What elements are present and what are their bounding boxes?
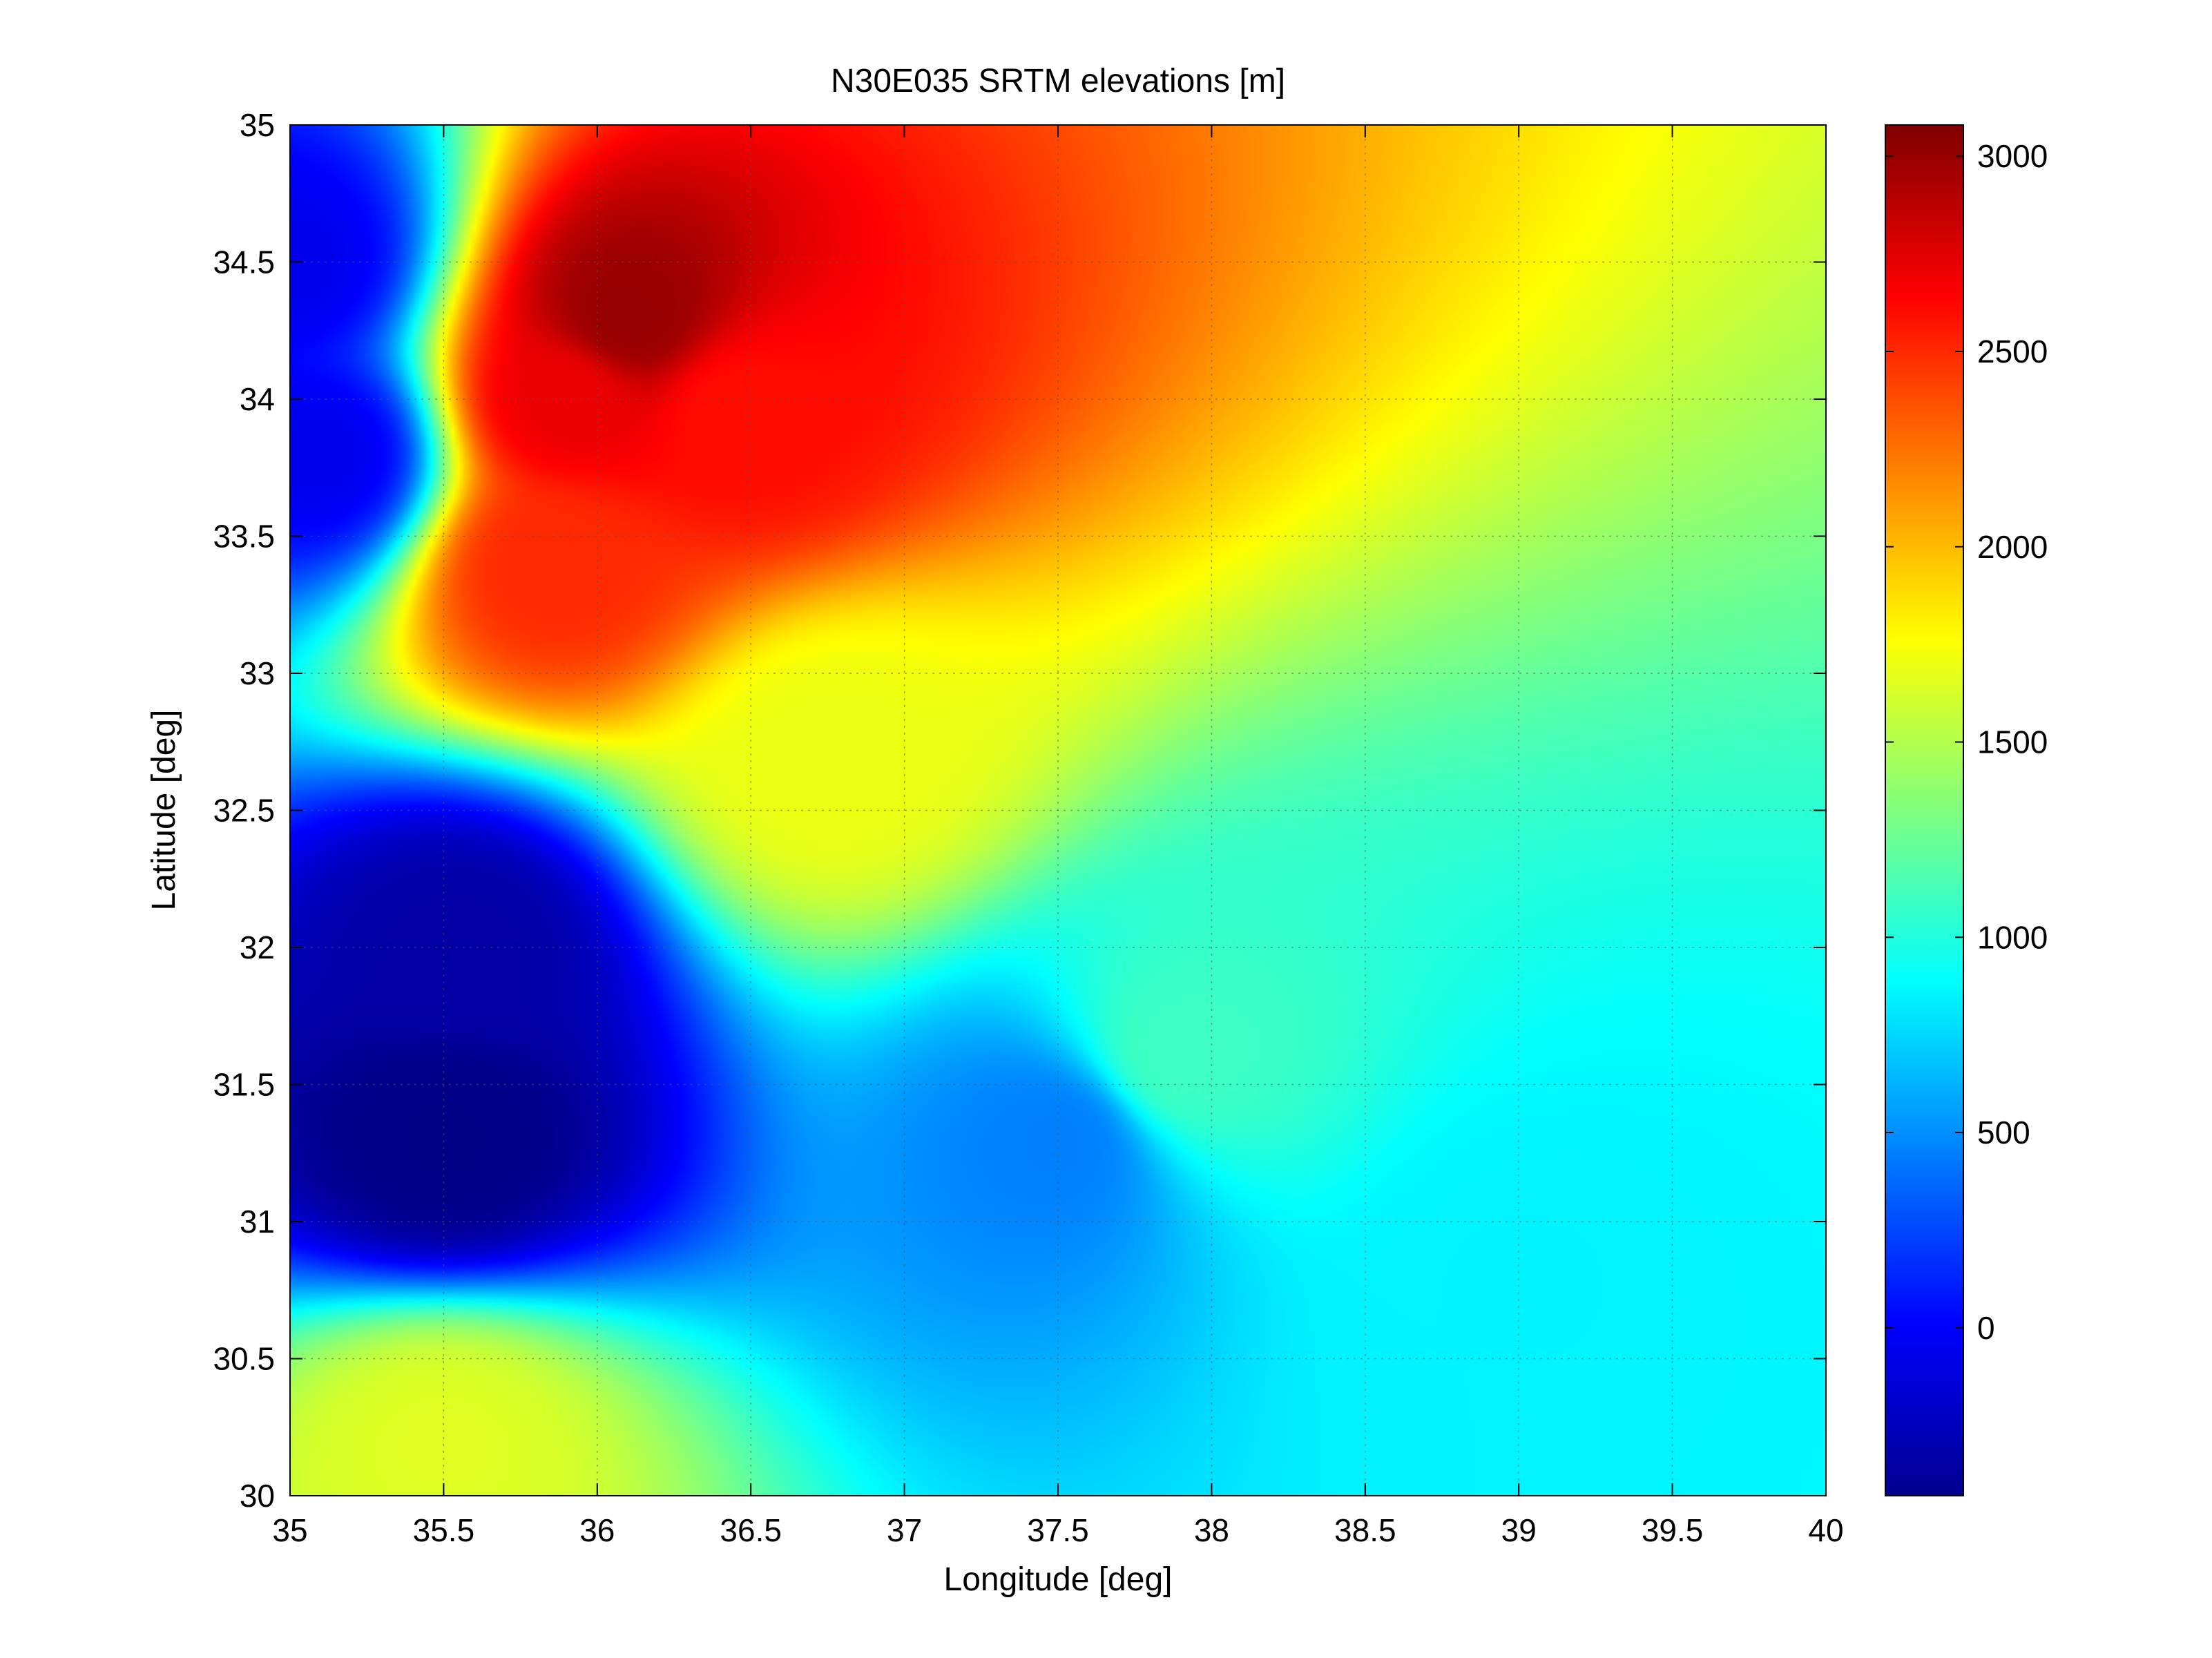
- colorbar-tick-label: 2500: [1977, 334, 2048, 369]
- x-axis: 35 35.5 36 36.5 37 37.5 38 38.5 39 39.5 40: [272, 125, 1844, 1548]
- x-tick-label: 36.5: [720, 1512, 782, 1548]
- grid: [290, 125, 1826, 1496]
- y-tick-label: 32: [240, 929, 275, 965]
- y-tick-label: 31.5: [213, 1067, 275, 1103]
- x-tick-label: 36: [579, 1512, 615, 1548]
- x-tick-label: 38: [1194, 1512, 1229, 1548]
- y-tick-label: 35: [240, 107, 275, 143]
- y-tick-label: 30.5: [213, 1341, 275, 1377]
- colorbar-tick-label: 1500: [1977, 724, 2048, 760]
- y-tick-label: 34: [240, 381, 275, 417]
- y-axis-label: Latitude [deg]: [146, 710, 182, 911]
- y-tick-label: 34.5: [213, 244, 275, 280]
- colorbar-ticks: 0 500 1000 1500 2000 2500 3000: [1885, 138, 2048, 1346]
- x-tick-label: 38.5: [1334, 1512, 1396, 1548]
- y-tick-label: 30: [240, 1478, 275, 1514]
- x-tick-label: 37.5: [1027, 1512, 1089, 1548]
- colorbar-tick-label: 500: [1977, 1115, 2030, 1150]
- x-tick-label: 37: [887, 1512, 922, 1548]
- colorbar-tick-label: 0: [1977, 1310, 1995, 1346]
- colorbar-gradient: [1885, 125, 1963, 1496]
- chart-title: N30E035 SRTM elevations [m]: [831, 63, 1285, 99]
- x-tick-label: 39.5: [1642, 1512, 1704, 1548]
- y-tick-label: 32.5: [213, 793, 275, 829]
- y-tick-label: 31: [240, 1204, 275, 1240]
- colorbar: 0 500 1000 1500 2000 2500 3000: [1885, 124, 2048, 1496]
- y-tick-label: 33: [240, 655, 275, 691]
- colorbar-tick-label: 3000: [1977, 138, 2048, 174]
- colorbar-frame: [1885, 124, 1964, 1496]
- x-tick-label: 35.5: [413, 1512, 475, 1548]
- x-axis-label: Longitude [deg]: [944, 1561, 1173, 1598]
- y-tick-label: 33.5: [213, 519, 275, 555]
- x-tick-label: 35: [272, 1512, 307, 1548]
- x-tick-label: 40: [1808, 1512, 1843, 1548]
- x-tick-label: 39: [1501, 1512, 1537, 1548]
- colorbar-tick-label: 1000: [1977, 919, 2048, 955]
- y-axis: 30 30.5 31 31.5 32 32.5 33 33.5 34 34.5 35: [213, 107, 1826, 1514]
- colorbar-tick-label: 2000: [1977, 529, 2048, 565]
